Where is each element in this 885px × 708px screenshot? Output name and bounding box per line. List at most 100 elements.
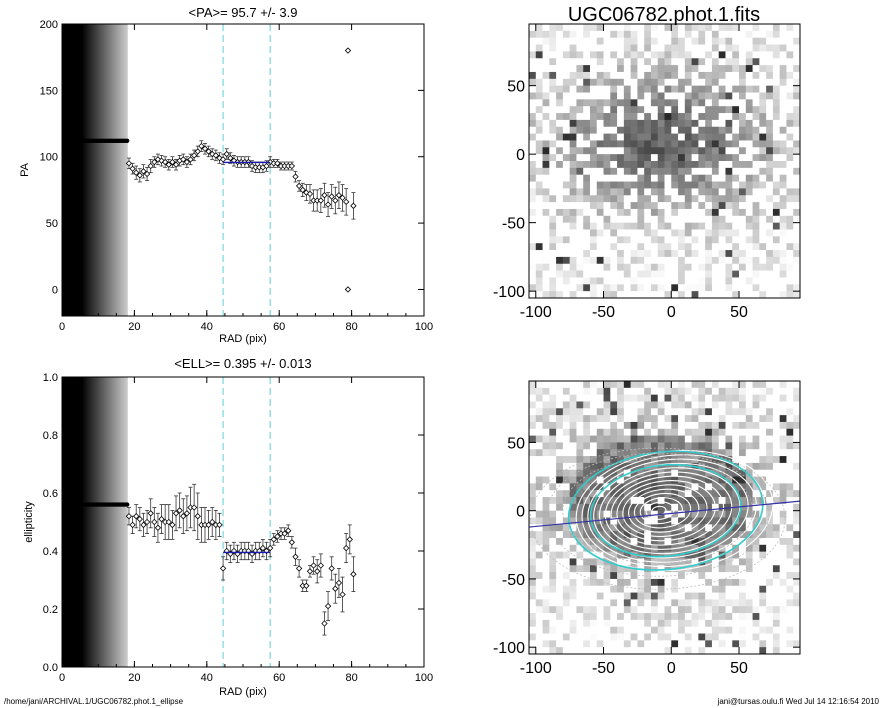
pixel: [752, 24, 760, 32]
pixel: [596, 208, 604, 217]
pixel: [752, 85, 760, 93]
pixel: [739, 578, 747, 587]
pixel: [698, 408, 706, 416]
pixel: [569, 619, 577, 628]
y-tick-label: 0: [516, 147, 525, 164]
pixel: [556, 208, 564, 217]
pixel: [637, 394, 645, 402]
pixel: [589, 558, 598, 566]
pixel: [589, 408, 598, 416]
pixel: [583, 462, 591, 471]
isophote-ellipse: [581, 454, 766, 568]
pixel: [793, 435, 800, 443]
pixel: [711, 99, 720, 107]
pixel: [766, 524, 774, 532]
pixel: [691, 37, 699, 45]
pixel: [650, 71, 659, 80]
inner-shade-strip: [76, 377, 78, 667]
pixel: [684, 606, 692, 614]
ell-ylabel: ellipticity: [23, 501, 35, 543]
pixel: [671, 510, 679, 518]
pixel: [596, 456, 604, 464]
pixel: [779, 106, 787, 114]
pixel: [542, 133, 550, 141]
pixel: [562, 428, 571, 436]
pixel: [745, 421, 753, 430]
pixel: [786, 592, 794, 600]
pixel: [583, 202, 591, 210]
pixel: [725, 565, 733, 573]
pixel: [576, 85, 584, 93]
pixel: [793, 483, 800, 491]
pixel: [739, 572, 747, 580]
pixel: [657, 572, 665, 580]
pixel: [711, 381, 720, 389]
pixel: [650, 208, 659, 217]
y-tick-label: -50: [502, 216, 525, 233]
pixel: [718, 174, 726, 182]
y-tick-label: -100: [493, 640, 525, 657]
pixel: [671, 250, 679, 258]
pixel: [657, 497, 665, 505]
pixel: [576, 585, 584, 593]
pixel: [745, 490, 753, 498]
pixel: [603, 421, 611, 430]
pixel: [644, 435, 652, 443]
pixel: [596, 58, 604, 66]
pixel: [718, 270, 726, 278]
pixel: [535, 503, 543, 512]
x-tick-label: 60: [273, 321, 285, 333]
pixel: [542, 551, 550, 559]
pixel: [711, 229, 720, 237]
pixel: [603, 44, 611, 52]
pixel: [698, 497, 706, 505]
data-point: [324, 201, 332, 208]
pixel: [657, 236, 665, 244]
pixel: [569, 626, 577, 634]
pixel: [671, 24, 679, 32]
pixel: [630, 401, 638, 409]
pixel: [718, 537, 726, 546]
pixel: [678, 113, 686, 121]
pixel: [752, 456, 760, 464]
pixel: [657, 291, 665, 298]
pixel: [535, 483, 543, 491]
pixel: [691, 256, 699, 265]
pixel: [786, 71, 794, 80]
pixel: [542, 531, 550, 539]
pixel: [542, 558, 550, 566]
pixel: [779, 394, 787, 402]
pixel: [623, 195, 632, 203]
pixel: [542, 456, 550, 464]
data-point: [162, 158, 169, 166]
inner-shade-strip: [124, 24, 127, 316]
pixel: [637, 490, 645, 498]
pixel: [664, 222, 672, 230]
pixel: [664, 263, 672, 271]
pixel: [657, 277, 665, 285]
inner-shade-strip: [73, 377, 76, 667]
pixel: [752, 565, 760, 573]
pixel: [671, 99, 679, 107]
data-point: [172, 161, 180, 168]
pixel: [691, 195, 699, 203]
y-tick-label: 1.0: [43, 372, 58, 384]
pixel: [684, 208, 692, 217]
pixel: [732, 381, 740, 389]
inner-shade-strip: [106, 24, 109, 316]
pixel: [772, 202, 781, 210]
pixel: [617, 558, 625, 566]
pixel: [705, 44, 713, 52]
pixel: [576, 524, 584, 532]
pixel: [576, 243, 584, 251]
pixel: [732, 181, 740, 189]
pixel: [637, 270, 645, 278]
pixel: [718, 85, 726, 93]
pixel: [610, 161, 618, 169]
pixel: [650, 126, 659, 134]
pixel: [678, 92, 686, 100]
pixel: [725, 133, 733, 141]
pixel: [759, 181, 767, 189]
pixel: [732, 106, 740, 114]
footer-path: /home/jani/ARCHIVAL.1/UGC06782.phot.1_el…: [4, 697, 184, 706]
